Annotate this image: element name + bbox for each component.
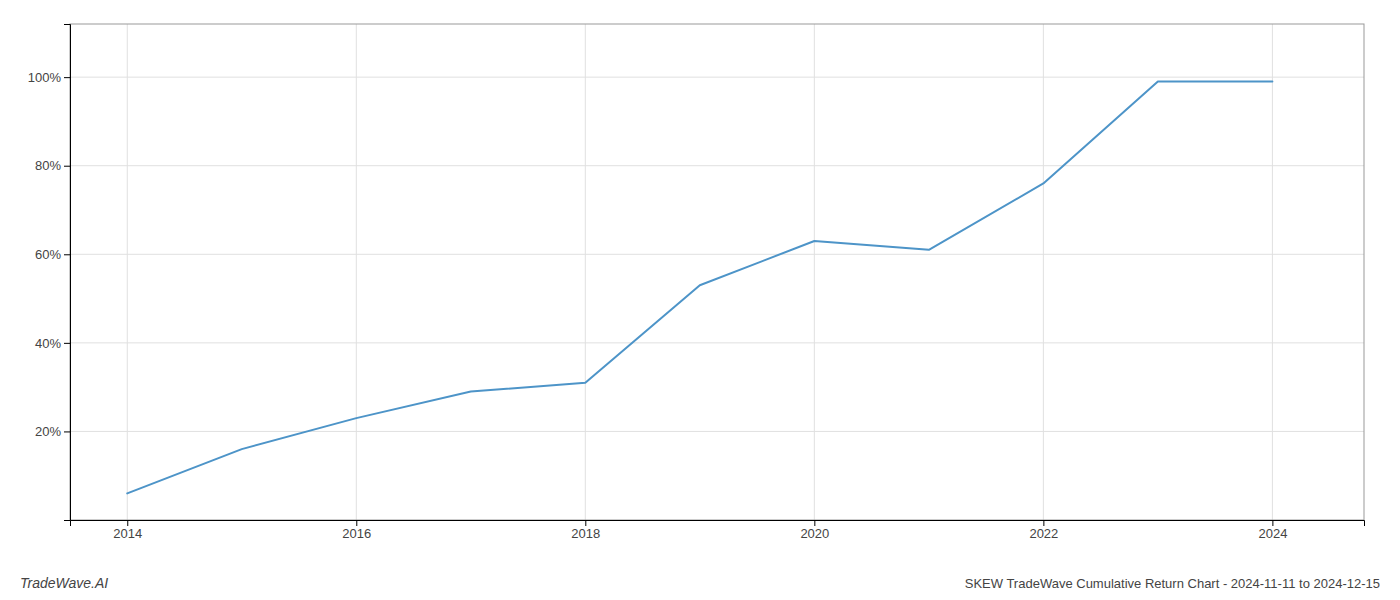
chart: 2014 2016 2018 2020 2022 2024 20% 40% 60% 80% 100%… (0, 0, 1400, 600)
tick-mark (127, 520, 128, 526)
tick-mark (64, 166, 70, 167)
tick-label: 2022 (1029, 526, 1058, 541)
grid-line-x (127, 24, 128, 520)
tick-mark (1272, 520, 1273, 526)
tick-mark (814, 520, 815, 526)
grid-line-y (70, 431, 1364, 432)
tick: 2018 (571, 520, 600, 541)
series-group (127, 82, 1272, 494)
grid-line-y (70, 77, 1364, 78)
y-axis: 20% 40% 60% 80% 100% (28, 25, 71, 521)
tick: 80% (35, 158, 70, 173)
tick: 2014 (113, 520, 142, 541)
tick-mark (64, 77, 70, 78)
watermark: TradeWave.AI (20, 575, 108, 591)
tick-label: 40% (35, 336, 61, 351)
tick: 2020 (800, 520, 829, 541)
axis-line (64, 25, 71, 521)
tick-mark (585, 520, 586, 526)
line (127, 82, 1272, 494)
tick-mark (64, 254, 70, 255)
tick-label: 2016 (342, 526, 371, 541)
tick: 2022 (1029, 520, 1058, 541)
tick: 2024 (1258, 520, 1287, 541)
tick: 100% (28, 70, 70, 85)
grid-line-x (1272, 24, 1273, 520)
tick-label: 2020 (800, 526, 829, 541)
title: SKEW TradeWave Cumulative Return Chart -… (965, 576, 1380, 591)
tick: 20% (35, 424, 70, 439)
tick-label: 100% (28, 70, 62, 85)
tick-label: 2018 (571, 526, 600, 541)
grid-line-y (70, 165, 1364, 166)
plot: 2014 2016 2018 2020 2022 2024 20% 40% 60% 80% 100% (28, 24, 1365, 541)
tick: 60% (35, 247, 70, 262)
grid-line-x (356, 24, 357, 520)
tick-mark (1043, 520, 1044, 526)
tick: 40% (35, 336, 70, 351)
grid-line-x (1043, 24, 1044, 520)
grid (70, 24, 1364, 520)
grid-line-y (70, 254, 1364, 255)
plot-frame (70, 24, 1364, 520)
tick-label: 60% (35, 247, 61, 262)
tick: 2016 (342, 520, 371, 541)
tick-label: 80% (35, 158, 61, 173)
grid-line-x (814, 24, 815, 520)
grid-line-x (585, 24, 586, 520)
tick-mark (64, 343, 70, 344)
tick-label: 2024 (1258, 526, 1287, 541)
x-axis: 2014 2016 2018 2020 2022 2024 (71, 520, 1365, 541)
tick-label: 20% (35, 424, 61, 439)
tick-mark (356, 520, 357, 526)
tick-mark (64, 431, 70, 432)
grid-line-y (70, 342, 1364, 343)
tick-label: 2014 (113, 526, 142, 541)
axis-line (71, 521, 1365, 527)
